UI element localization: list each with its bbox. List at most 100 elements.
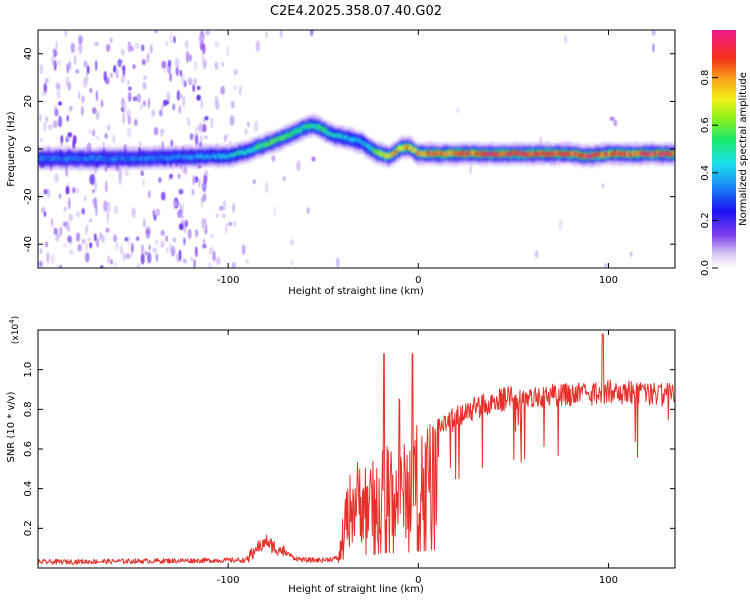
spectrogram-noise-cell [140, 170, 144, 177]
spectrogram-noise-cell [149, 44, 153, 55]
spectrogram-noise-cell [279, 30, 283, 39]
spectrogram-ridge-cell [112, 156, 117, 162]
spectrogram-ridge-cell [456, 151, 460, 157]
spectrogram-noise-cell [38, 47, 41, 55]
spectrogram-noise-cell [131, 242, 134, 253]
spectrogram-ridge-cell [179, 153, 183, 159]
spectrogram-noise-cell [204, 222, 208, 235]
spectrogram-noise-cell [94, 180, 97, 192]
spectrogram-noise-cell [241, 244, 246, 256]
spectrogram-ridge-cell [192, 154, 197, 160]
spectrogram-noise-cell [53, 59, 57, 71]
spectrogram-noise-cell [66, 63, 70, 74]
spectrogram-noise-cell [64, 30, 68, 37]
spectrogram-ridge-cell [256, 143, 261, 150]
spectrogram-ridge-cell [261, 142, 266, 148]
spectrogram-noise-cell [191, 188, 195, 196]
spectrogram-ridge-cell [184, 153, 189, 159]
spectrogram-ridge-cell [227, 153, 231, 159]
spectrogram-noise-cell [67, 235, 72, 243]
spectrogram-ridge-cell [642, 151, 646, 157]
spectrogram-noise-cell [183, 237, 186, 246]
spectrogram-ridge-cell [448, 150, 452, 156]
spectrogram-noise-cell [70, 42, 76, 54]
spectrogram-ridge-cell [618, 150, 622, 157]
spectrogram-ridge-cell [126, 155, 130, 161]
spectrogram-noise-cell [192, 175, 196, 186]
spectrogram-ridge-cell [267, 141, 271, 147]
spectrogram-ridge-cell [607, 151, 612, 157]
spectrogram-noise-cell [224, 222, 228, 234]
spectrogram-noise-cell [225, 133, 229, 139]
spectrogram-noise-cell [104, 180, 108, 193]
snr-multiplier-base: (x10 [11, 324, 21, 345]
spectrogram-noise-cell [136, 93, 142, 103]
spectrogram-noise-cell [214, 95, 219, 104]
spectrogram-noise-cell [177, 173, 181, 180]
spectrogram-noise-cell [122, 112, 125, 125]
spectrogram-ridge-cell [493, 151, 497, 157]
spectrogram-ridge-cell [392, 150, 396, 157]
spectrogram-ridge-cell [437, 150, 442, 156]
spectrogram-ridge-cell [527, 151, 532, 158]
spectrogram-noise-cell [78, 42, 83, 54]
spectrogram-noise-cell [167, 59, 172, 67]
snr-xtick-label: 0 [415, 575, 421, 586]
spectrogram-ridge-cell [365, 143, 370, 149]
spectrogram-noise-cell [146, 52, 150, 63]
spectrogram-noise-cell [87, 237, 91, 242]
spectrogram-noise-cell [193, 77, 198, 85]
spectrogram-noise-cell [117, 58, 122, 68]
spectrogram-ridge-cell [59, 156, 63, 162]
spectrogram-noise-cell [153, 30, 159, 34]
spectrogram-ridge-cell [141, 155, 146, 161]
spectrogram-noise-cell [172, 103, 176, 111]
spectrogram-noise-cell [558, 218, 563, 231]
spectrogram-noise-cell [177, 210, 182, 219]
spectrogram-ridge-cell [615, 150, 620, 156]
spectrogram-ridge-cell [370, 147, 375, 153]
spectrogram-noise-cell [72, 140, 75, 149]
spectrogram-noise-cell [173, 36, 176, 44]
spectrogram-ridge-cell [400, 145, 404, 152]
spectrogram-noise-cell [180, 73, 185, 86]
spectrogram-noise-cell [55, 82, 61, 90]
spectrogram-ridge-cell [264, 141, 269, 147]
spectrogram-noise-cell [193, 60, 198, 71]
spectrogram-ridge-cell [304, 123, 308, 129]
spectrogram-ridge-cell [168, 155, 173, 161]
spectrogram-ridge-cell [99, 155, 103, 161]
spectrogram-ridge-cell [157, 154, 162, 160]
spectrogram-noise-cell [255, 40, 260, 53]
spectrogram-xtick-label: 0 [415, 275, 421, 286]
spectrogram-noise-cell [92, 189, 95, 194]
spectrogram-noise-cell [178, 188, 184, 195]
spectrogram-noise-cell [53, 120, 58, 129]
spectrogram-noise-cell [94, 41, 99, 46]
spectrogram-ridge-cell [187, 155, 191, 161]
spectrogram-noise-cell [306, 207, 310, 214]
spectrogram-noise-cell [60, 135, 64, 143]
spectrogram-ridge-cell [240, 149, 244, 155]
spectrogram-ridge-cell [163, 155, 167, 161]
spectrogram-noise-cell [168, 31, 174, 44]
spectrogram-ridge-cell [416, 150, 420, 156]
spectrogram-noise-cell [52, 48, 56, 54]
spectrogram-ridge-cell [171, 154, 175, 160]
spectrogram-ridge-cell [200, 153, 205, 159]
snr-xtick-label: -100 [217, 575, 240, 586]
colorbar-tick-label: 0.0 [700, 260, 711, 276]
spectrogram-noise-cell [221, 213, 226, 218]
spectrogram-noise-cell [54, 108, 59, 117]
spectrogram-noise-cell [90, 173, 96, 186]
spectrogram-noise-cell [271, 155, 276, 162]
spectrogram-noise-cell [50, 254, 56, 265]
spectrogram-noise-cell [194, 125, 199, 137]
spectrogram-noise-cell [81, 208, 85, 215]
spectrogram-noise-cell [609, 116, 615, 122]
spectrogram-noise-cell [253, 120, 259, 133]
spectrogram-noise-cell [173, 200, 178, 208]
spectrogram-ridge-cell [110, 156, 114, 162]
spectrogram-noise-cell [140, 253, 145, 265]
spectrogram-ridge-cell [647, 151, 652, 157]
